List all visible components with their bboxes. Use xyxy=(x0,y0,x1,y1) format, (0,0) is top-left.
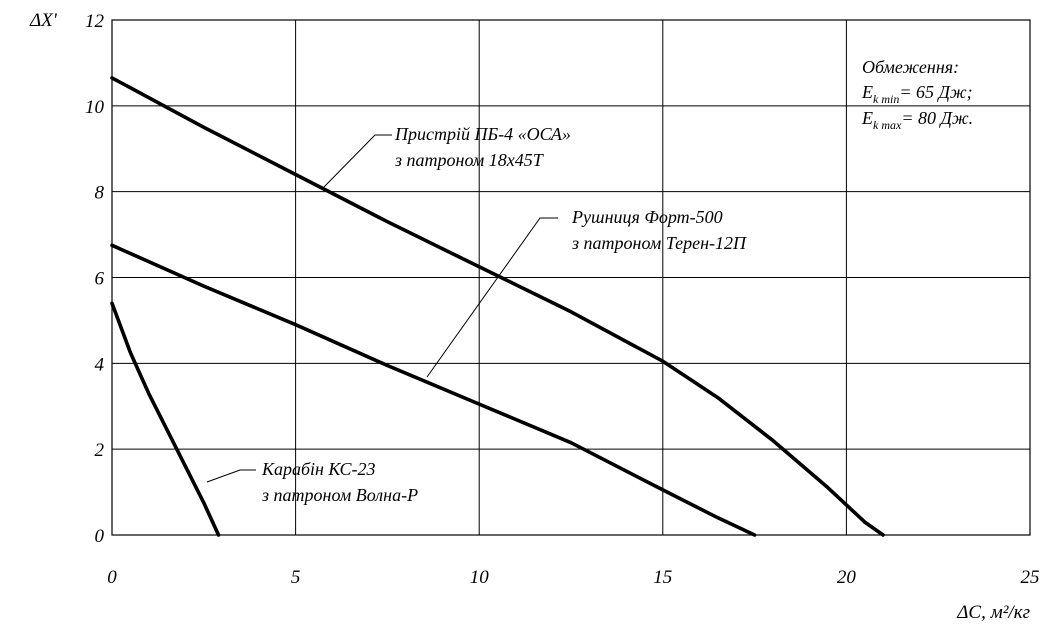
constraint-ekmin-sub: k min xyxy=(873,92,899,106)
annotation-ks23: Карабін КС-23 з патроном Волна-Р xyxy=(206,459,418,505)
series-layer xyxy=(110,76,885,537)
series-line-osa xyxy=(110,76,885,537)
leader-osa xyxy=(321,134,392,190)
label-ks23-line1: Карабін КС-23 xyxy=(261,459,376,479)
plot-frame xyxy=(111,19,1031,536)
constraint-ekmin-symbol: E xyxy=(861,82,873,102)
y-tick-label: 12 xyxy=(85,11,105,32)
label-osa-line2: з патроном 18х45Т xyxy=(394,150,545,170)
constraints-title: Обмеження: xyxy=(862,57,959,77)
constraints-note: Обмеження: Ek min= 65 Дж; Ek max= 80 Дж. xyxy=(861,57,973,132)
y-tick-label: 10 xyxy=(85,97,105,118)
y-tick-label: 2 xyxy=(95,440,105,461)
y-tick-label: 6 xyxy=(95,269,105,290)
x-axis-label: ΔC, м²/кг xyxy=(956,602,1030,623)
tick-labels: 0 5 10 15 20 25 0 2 4 6 8 10 12 xyxy=(85,11,1040,588)
y-tick-label: 4 xyxy=(95,354,105,375)
x-tick-label: 5 xyxy=(291,567,301,588)
annotation-fort: Рушниця Форт-500 з патроном Терен-12П xyxy=(426,207,747,378)
label-fort-line2: з патроном Терен-12П xyxy=(571,233,747,253)
constraint-ekmax-symbol: E xyxy=(861,108,873,128)
constraint-ekmax: Ek max= 80 Дж. xyxy=(861,108,973,132)
label-osa-line1: Пристрій ПБ-4 «ОСА» xyxy=(394,124,571,144)
series-line-ks23 xyxy=(110,301,221,537)
y-axis-label: ΔX' xyxy=(29,10,58,31)
label-ks23-line2: з патроном Волна-Р xyxy=(261,485,418,505)
constraint-ekmax-sub: k max xyxy=(873,118,902,132)
x-tick-label: 0 xyxy=(107,567,117,588)
annotation-osa: Пристрій ПБ-4 «ОСА» з патроном 18х45Т xyxy=(321,124,571,190)
x-tick-label: 15 xyxy=(653,567,672,588)
y-tick-label: 8 xyxy=(95,183,105,204)
y-tick-label: 0 xyxy=(95,526,105,547)
constraint-ekmax-value: = 80 Дж. xyxy=(901,108,973,128)
label-fort-line1: Рушниця Форт-500 xyxy=(571,207,723,227)
x-tick-label: 10 xyxy=(470,567,490,588)
leader-ks23 xyxy=(206,469,256,483)
series-line-fort xyxy=(110,243,757,537)
constraint-ekmin-value: = 65 Дж; xyxy=(899,82,972,102)
x-tick-label: 20 xyxy=(837,567,857,588)
constraint-ekmin: Ek min= 65 Дж; xyxy=(861,82,973,106)
leader-fort xyxy=(426,217,558,378)
x-tick-label: 25 xyxy=(1021,567,1040,588)
